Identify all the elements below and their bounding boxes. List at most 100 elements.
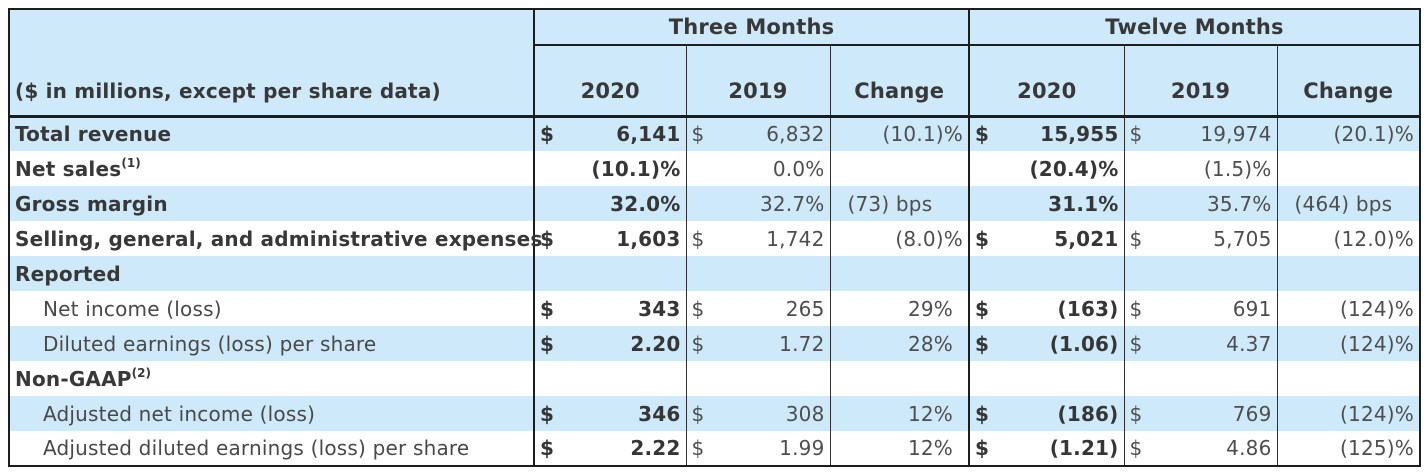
- table-cell: (124)%: [1276, 396, 1421, 431]
- cell-value: 1.72: [779, 331, 825, 356]
- column-header-3m-2019: 2019: [685, 45, 830, 118]
- dollar-sign: $: [975, 331, 990, 356]
- cell-value: 28%: [907, 331, 954, 356]
- dollar-sign: $: [691, 331, 705, 356]
- table-cell: $5,021: [968, 221, 1125, 256]
- dollar-sign: $: [691, 122, 705, 147]
- table-cell: (20.4)%: [968, 151, 1125, 186]
- cell-value: (8.0)%: [895, 226, 964, 251]
- column-header-row: 2020 2019 Change 2020 2019 Change: [9, 45, 1421, 118]
- footnote-marker: (2): [131, 365, 151, 380]
- dollar-sign: $: [1129, 331, 1143, 356]
- dollar-sign: $: [1129, 401, 1143, 426]
- table-cell: $691: [1123, 291, 1278, 326]
- cell-value: (73) bps: [847, 191, 933, 216]
- table-cell: 35.7%: [1123, 186, 1278, 221]
- table-cell: [1123, 361, 1278, 396]
- table-cell: $19,974: [1123, 116, 1278, 151]
- cell-value: 6,141: [616, 122, 681, 147]
- table-cell: 32.7%: [685, 186, 830, 221]
- column-header-12m-2020: 2020: [968, 45, 1125, 118]
- dollar-sign: $: [540, 296, 555, 321]
- dollar-sign: $: [1129, 226, 1143, 251]
- table-cell: $ (1.06): [968, 326, 1125, 361]
- cell-value: (124)%: [1340, 296, 1415, 321]
- table-cell: $1.99: [685, 431, 830, 466]
- cell-value: 1,603: [616, 226, 681, 251]
- table-row: Reported: [9, 256, 1421, 291]
- cell-value: 1,742: [766, 226, 825, 251]
- dollar-sign: $: [1129, 296, 1143, 321]
- table-cell: (8.0)%: [829, 221, 970, 256]
- cell-value: 32.0%: [610, 191, 681, 216]
- table-cell: $4.86: [1123, 431, 1278, 466]
- cell-value: 5,021: [1054, 226, 1119, 251]
- column-header-3m-change: Change: [829, 45, 970, 118]
- cell-value: (10.1)%: [882, 122, 964, 147]
- period-header-row: ($ in millions, except per share data) T…: [9, 9, 1421, 118]
- table-cell: [829, 256, 970, 291]
- table-cell: (125)%: [1276, 431, 1421, 466]
- row-label: Reported: [9, 256, 534, 291]
- dollar-sign: $: [540, 122, 555, 147]
- row-label: Net sales(1): [15, 155, 141, 181]
- table-row: Gross margin 32.0% 32.7% (73) bps 31.1% 35.7%…: [9, 186, 1421, 221]
- table-cell: $769: [1123, 396, 1278, 431]
- cell-value: 769: [1232, 401, 1272, 426]
- row-label: Total revenue: [9, 116, 534, 151]
- table-cell: (464) bps: [1276, 186, 1421, 221]
- table-cell: $1,603: [533, 221, 686, 256]
- table-cell: (20.1)%: [1276, 116, 1421, 151]
- cell-value: (20.1)%: [1333, 122, 1415, 147]
- cell-value: (1.06): [1049, 331, 1119, 356]
- dollar-sign: $: [540, 331, 555, 356]
- cell-value: 35.7%: [1206, 191, 1272, 216]
- dollar-sign: $: [691, 436, 705, 460]
- period-header-three-months: Three Months: [532, 9, 970, 46]
- table-cell: $2.22: [533, 431, 686, 466]
- table-cell: (124)%: [1276, 326, 1421, 361]
- row-label: Adjusted net income (loss): [9, 396, 534, 431]
- units-note: ($ in millions, except per share data): [9, 9, 534, 118]
- table-cell: [685, 361, 830, 396]
- table-cell: (1.5)%: [1123, 151, 1278, 186]
- dollar-sign: $: [540, 436, 555, 460]
- footnote-marker: (1): [121, 155, 141, 170]
- table-body: Total revenue $6,141 $6,832 (10.1)% $15,955 $…: [9, 116, 1421, 466]
- period-header-twelve-months: Twelve Months: [968, 9, 1421, 46]
- table-cell: 31.1%: [968, 186, 1125, 221]
- cell-value: 308: [785, 401, 825, 426]
- cell-value: 19,974: [1200, 122, 1272, 147]
- cell-value: 2.20: [630, 331, 681, 356]
- row-label: Gross margin: [9, 186, 534, 221]
- cell-value: 4.86: [1226, 436, 1272, 460]
- dollar-sign: $: [691, 296, 705, 321]
- table-cell: $343: [533, 291, 686, 326]
- cell-value: (124)%: [1340, 401, 1415, 426]
- row-label: Diluted earnings (loss) per share: [9, 326, 534, 361]
- table-cell: [1276, 361, 1421, 396]
- cell-value: (1.21): [1049, 436, 1119, 460]
- column-header-12m-change: Change: [1276, 45, 1421, 118]
- cell-value: (10.1)%: [591, 156, 681, 181]
- cell-value: 12%: [907, 436, 954, 460]
- table-cell: [1276, 256, 1421, 291]
- table-cell: [685, 256, 830, 291]
- table-row: Total revenue $6,141 $6,832 (10.1)% $15,955 $…: [9, 116, 1421, 151]
- table-cell: [968, 361, 1125, 396]
- table-cell: 12%: [829, 431, 970, 466]
- table-cell: $5,705: [1123, 221, 1278, 256]
- table-row: Selling, general, and administrative exp…: [9, 221, 1421, 256]
- row-label: Net income (loss): [43, 296, 222, 321]
- cell-value: 343: [638, 296, 681, 321]
- table-cell: 0.0%: [685, 151, 830, 186]
- row-label: Adjusted diluted earnings (loss) per sha…: [43, 436, 470, 460]
- table-cell: [533, 361, 686, 396]
- table-cell: $346: [533, 396, 686, 431]
- dollar-sign: $: [1129, 122, 1143, 147]
- table-cell: (10.1)%: [533, 151, 686, 186]
- cell-value: 31.1%: [1048, 191, 1119, 216]
- table-cell: $6,832: [685, 116, 830, 151]
- table-row: Net sales(1) (10.1)% 0.0% (20.4)% (1.5)%: [9, 151, 1421, 186]
